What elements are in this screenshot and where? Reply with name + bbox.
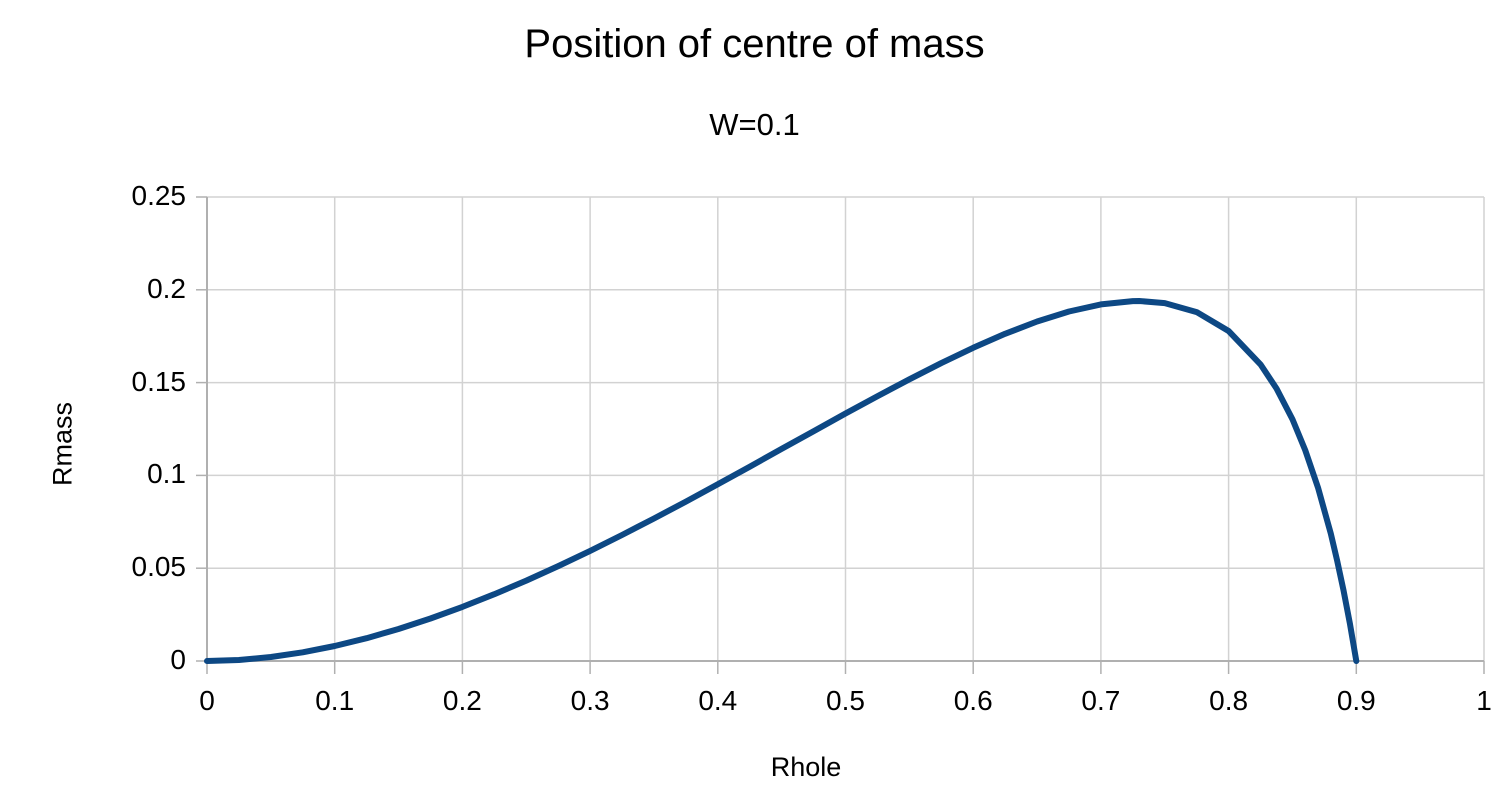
x-tick-label: 0.6: [953, 685, 993, 716]
series-line: [204, 298, 1360, 664]
x-tick-label: 0.1: [315, 685, 355, 716]
x-tick-label: 0.8: [1209, 685, 1249, 716]
y-tick-label: 0.25: [131, 180, 187, 211]
chart-title: Position of centre of mass: [524, 22, 985, 66]
x-tick-label: 1: [1476, 685, 1492, 716]
y-tick-label: 0.2: [147, 272, 186, 304]
x-tick-label: 0.3: [570, 685, 610, 716]
gridlines: [206, 196, 1485, 662]
x-axis-title: Rhole: [770, 752, 842, 782]
y-tick-label: 0.1: [147, 458, 186, 490]
x-tick-label: 0.9: [1336, 685, 1376, 716]
y-tick-label: 0: [170, 644, 186, 675]
x-tick-label: 0.4: [698, 685, 738, 716]
y-tick-label: 0.15: [131, 365, 187, 397]
x-tick-label: 0.7: [1081, 685, 1121, 716]
y-tick-label: 0.05: [131, 551, 187, 583]
axis-lines: [206, 197, 1484, 662]
x-tick-label: 0.5: [826, 685, 865, 716]
chart-subtitle: W=0.1: [709, 107, 800, 142]
x-tick-label: 0: [199, 685, 215, 716]
x-tick-label: 0.2: [442, 685, 482, 716]
axis-ticks: [196, 196, 1485, 674]
